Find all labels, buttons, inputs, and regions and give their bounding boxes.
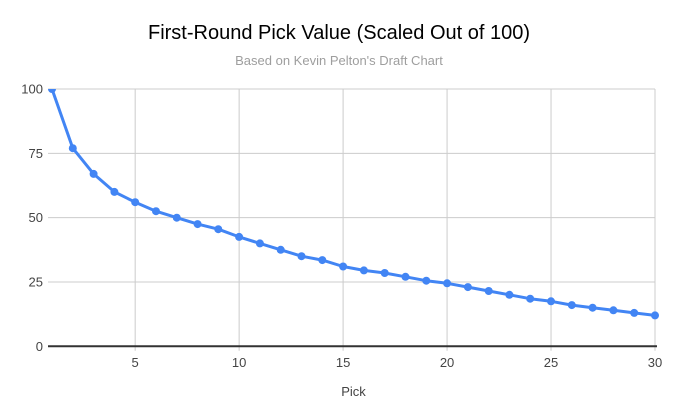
x-tick-label: 15 [336, 355, 350, 370]
y-tick-label: 75 [29, 146, 43, 161]
x-tick-label: 10 [232, 355, 246, 370]
data-point[interactable] [214, 225, 223, 234]
data-point[interactable] [193, 220, 202, 229]
x-axis-title: Pick [341, 384, 366, 399]
data-point[interactable] [68, 144, 77, 153]
data-point[interactable] [526, 294, 535, 303]
data-point[interactable] [422, 276, 431, 285]
x-tick-label: 30 [648, 355, 662, 370]
series-group [48, 85, 659, 320]
series-line [50, 89, 657, 317]
x-tick-label: 25 [544, 355, 558, 370]
data-point[interactable] [547, 297, 555, 306]
data-point[interactable] [276, 245, 285, 254]
data-point[interactable] [463, 283, 472, 292]
data-point[interactable] [255, 239, 264, 248]
data-point[interactable] [443, 279, 452, 288]
data-point[interactable] [152, 207, 160, 216]
data-point[interactable] [505, 290, 514, 299]
y-tick-label: 50 [29, 210, 43, 225]
data-point[interactable] [651, 311, 659, 320]
x-tick-label: 5 [132, 355, 139, 370]
data-point[interactable] [89, 169, 98, 178]
data-point[interactable] [609, 306, 618, 315]
x-tick-label: 20 [440, 355, 454, 370]
data-point[interactable] [339, 262, 348, 271]
data-point[interactable] [567, 301, 576, 310]
data-point[interactable] [380, 269, 389, 277]
chart-title: First-Round Pick Value (Scaled Out of 10… [147, 22, 531, 44]
chart-subtitle: Based on Kevin Pelton's Draft Chart [235, 53, 443, 68]
data-point[interactable] [131, 198, 140, 207]
data-point[interactable] [588, 303, 597, 312]
y-tick-label: 0 [36, 339, 43, 354]
data-point[interactable] [172, 213, 181, 222]
y-tick-label: 25 [29, 274, 43, 289]
data-point[interactable] [630, 308, 639, 317]
data-point[interactable] [401, 272, 410, 281]
data-point[interactable] [318, 256, 327, 265]
data-point[interactable] [484, 287, 493, 295]
data-point[interactable] [297, 252, 306, 261]
data-point[interactable] [110, 187, 119, 196]
data-point[interactable] [359, 266, 368, 275]
y-tick-label: 100 [21, 82, 43, 97]
data-point[interactable] [235, 232, 244, 241]
data-point[interactable] [48, 85, 56, 93]
